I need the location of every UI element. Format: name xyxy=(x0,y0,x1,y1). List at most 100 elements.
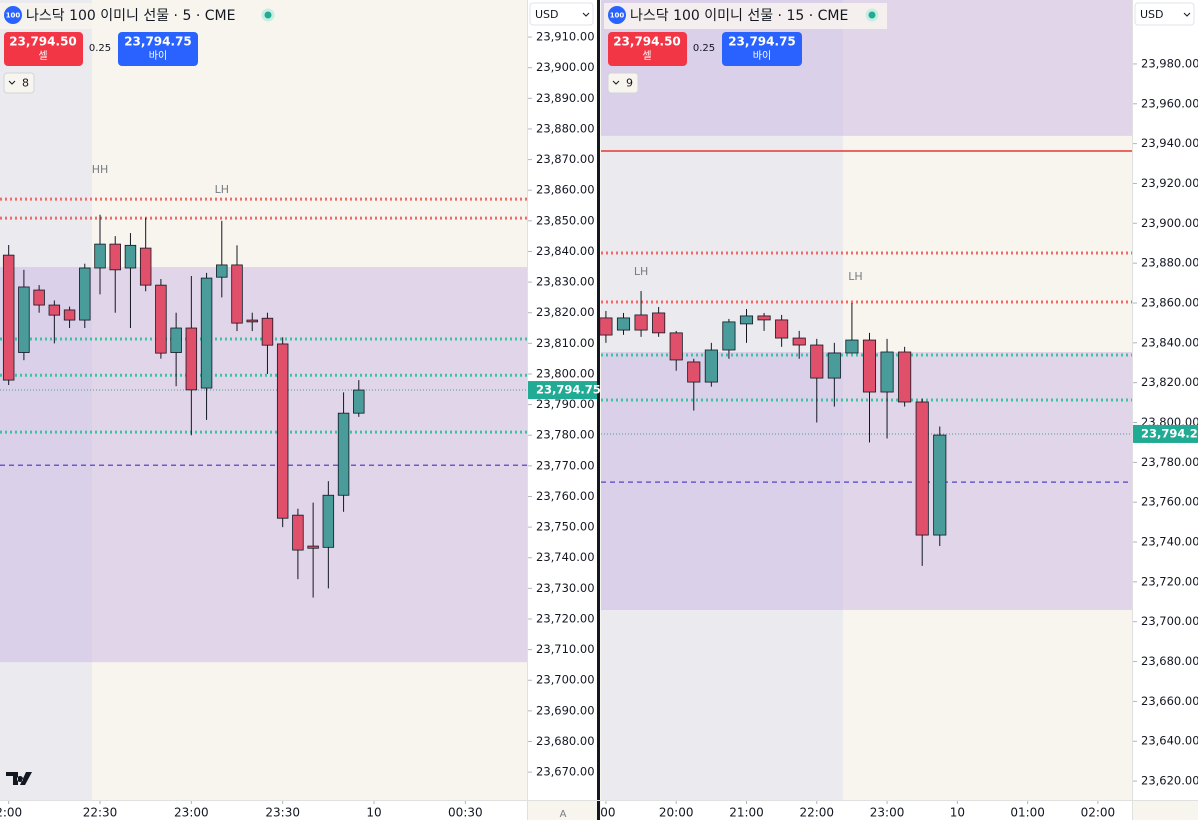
y-tick-label: 23,770.00 xyxy=(536,458,595,472)
y-tick-label: 23,960.00 xyxy=(1141,96,1198,110)
annotation: HH xyxy=(92,163,109,176)
y-tick-label: 23,790.00 xyxy=(536,397,595,411)
symbol-badge-text: 100 xyxy=(610,12,625,20)
candle-body xyxy=(616,317,631,331)
candle-body xyxy=(33,289,45,306)
y-tick-label: 23,800.00 xyxy=(536,366,595,380)
last-price-label: 23,794.25 xyxy=(1141,426,1198,440)
y-tick-label: 23,780.00 xyxy=(536,428,595,442)
price-axis xyxy=(1133,0,1198,800)
indicators-toggle[interactable] xyxy=(3,72,35,94)
x-tick-label: 23:00 xyxy=(174,806,209,820)
y-tick-label: 23,740.00 xyxy=(1141,535,1198,549)
currency-select[interactable] xyxy=(529,2,594,26)
y-tick-label: 23,700.00 xyxy=(1141,614,1198,628)
candle-body xyxy=(124,244,137,269)
candle-body xyxy=(862,339,877,393)
x-tick-label: 22:30 xyxy=(83,806,118,820)
candle-body xyxy=(139,247,152,286)
currency-label: USD xyxy=(535,8,559,21)
y-tick-label: 23,940.00 xyxy=(1141,136,1198,150)
title-bar xyxy=(604,3,887,29)
x-tick-label: 2:00 xyxy=(0,806,22,820)
candle-body xyxy=(79,267,91,321)
y-tick-label: 23,920.00 xyxy=(1141,176,1198,190)
y-tick-label: 23,820.00 xyxy=(1141,375,1198,389)
sell-label: 셀 xyxy=(642,50,651,62)
x-tick-label: 02:00 xyxy=(1081,806,1116,820)
y-tick-label: 23,900.00 xyxy=(536,60,595,74)
sell-price: 23,794.50 xyxy=(9,35,77,49)
spread: 0.25 xyxy=(693,43,715,54)
buy-price: 23,794.75 xyxy=(728,35,796,49)
spread: 0.25 xyxy=(89,43,111,54)
y-tick-label: 23,680.00 xyxy=(1141,654,1198,668)
y-tick-label: 23,820.00 xyxy=(536,305,595,319)
x-tick-label: :00 xyxy=(596,806,615,820)
sell-price: 23,794.50 xyxy=(613,35,681,49)
symbol-badge xyxy=(4,6,22,24)
candle-body xyxy=(216,264,228,278)
candle-body xyxy=(261,317,274,346)
y-tick-label: 23,640.00 xyxy=(1141,734,1198,748)
candle-body xyxy=(170,327,182,353)
candle-body xyxy=(757,315,771,321)
candle-body xyxy=(739,315,754,325)
sell-button[interactable] xyxy=(608,32,687,66)
buy-label: 바이 xyxy=(753,50,771,62)
symbol-badge xyxy=(608,6,626,24)
candle-body xyxy=(933,434,947,536)
y-tick-label: 23,740.00 xyxy=(536,550,595,564)
time-axis xyxy=(0,801,527,820)
scale-mode[interactable]: A xyxy=(560,809,567,820)
x-tick-label: 10 xyxy=(366,806,381,820)
x-tick-label: 23:30 xyxy=(265,806,300,820)
sell-button[interactable] xyxy=(4,32,83,66)
y-tick-label: 23,910.00 xyxy=(536,30,595,44)
y-tick-label: 23,690.00 xyxy=(536,703,595,717)
y-tick-label: 23,880.00 xyxy=(1141,256,1198,270)
y-tick-label: 23,780.00 xyxy=(1141,455,1198,469)
x-tick-label: 22:00 xyxy=(799,806,834,820)
candle-body xyxy=(185,327,198,391)
toggle-chevron xyxy=(8,80,16,85)
buy-label: 바이 xyxy=(149,50,167,62)
y-tick-label: 23,840.00 xyxy=(1141,335,1198,349)
last-price-tag xyxy=(1133,424,1198,443)
y-tick-label: 23,840.00 xyxy=(536,244,595,258)
x-tick-label: 23:00 xyxy=(870,806,905,820)
y-tick-label: 23,980.00 xyxy=(1141,56,1198,70)
x-tick-label: 01:00 xyxy=(1010,806,1045,820)
y-tick-label: 23,760.00 xyxy=(536,489,595,503)
candle-body xyxy=(155,284,167,354)
candle-body xyxy=(200,277,213,389)
currency-select[interactable] xyxy=(1134,2,1195,26)
candle-body xyxy=(704,349,718,383)
currency-label: USD xyxy=(1140,8,1164,21)
candle-body xyxy=(2,254,15,381)
candle-body xyxy=(276,343,289,519)
y-tick-label: 23,620.00 xyxy=(1141,774,1198,788)
y-tick-label: 23,760.00 xyxy=(1141,495,1198,509)
candle-body xyxy=(687,361,701,383)
panel-divider xyxy=(597,0,600,820)
toggle-chevron xyxy=(612,80,620,85)
indicator-count: 9 xyxy=(626,77,633,90)
indicators-toggle[interactable] xyxy=(607,72,639,94)
candle-body xyxy=(792,337,806,346)
y-tick-label: 23,660.00 xyxy=(1141,694,1198,708)
tv-logo xyxy=(6,772,32,785)
price-axis xyxy=(528,0,597,800)
candle-body xyxy=(109,243,121,271)
x-tick-label: 00:30 xyxy=(448,806,483,820)
candle-body xyxy=(669,332,683,361)
y-tick-label: 23,730.00 xyxy=(536,581,595,595)
dropdown-chevron xyxy=(582,12,590,17)
buy-button[interactable] xyxy=(118,32,198,66)
last-price-label: 23,794.75 xyxy=(536,383,601,397)
annotation: LH xyxy=(215,183,229,196)
symbol-title: 나스닥 100 이미니 선물 · 15 · CME xyxy=(630,8,848,24)
candle-body xyxy=(322,494,335,548)
buy-button[interactable] xyxy=(722,32,802,66)
candle-body xyxy=(827,352,841,379)
